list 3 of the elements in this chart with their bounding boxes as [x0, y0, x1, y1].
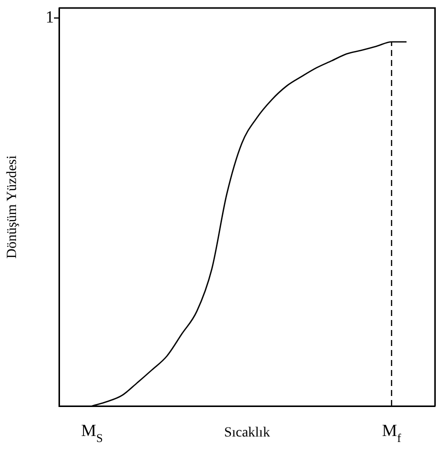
text: 1 — [46, 7, 54, 26]
y-axis-title: Dönüşüm Yüzdesi — [5, 155, 20, 259]
x-axis-title: Sıcaklık — [224, 425, 270, 440]
